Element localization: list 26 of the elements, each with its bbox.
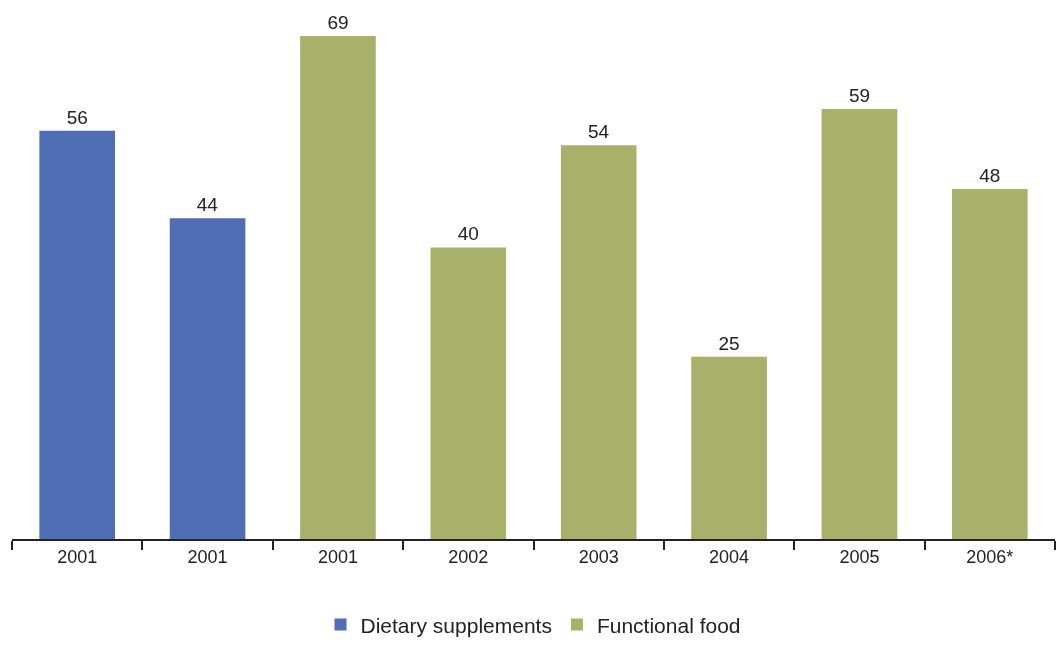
legend-label: Functional food [596, 613, 741, 637]
x-tick-label: 2006* [966, 546, 1014, 567]
bar [39, 130, 115, 539]
bar [821, 108, 898, 539]
data-label: 59 [848, 84, 871, 106]
bar [300, 36, 376, 539]
x-tick-label: 2005 [839, 546, 880, 567]
x-tick-label: 2001 [187, 546, 228, 567]
x-tick-label: 2004 [709, 546, 750, 567]
data-label: 44 [196, 194, 219, 216]
data-label: 54 [587, 121, 610, 143]
bar [952, 189, 1028, 539]
x-tick-label: 2003 [578, 546, 619, 567]
data-label: 48 [979, 165, 1001, 187]
x-tick-label: 2001 [317, 546, 358, 567]
data-label: 69 [327, 12, 349, 33]
x-tick-label: 2001 [57, 546, 98, 567]
data-label: 25 [718, 332, 740, 354]
bar [560, 145, 637, 539]
data-label: 56 [66, 106, 88, 128]
bar [169, 218, 246, 539]
bar [691, 356, 767, 539]
x-tick-label: 2002 [448, 546, 489, 567]
data-label: 40 [457, 223, 479, 245]
bar [430, 247, 507, 539]
legend-label: Dietary supplements [360, 613, 552, 637]
